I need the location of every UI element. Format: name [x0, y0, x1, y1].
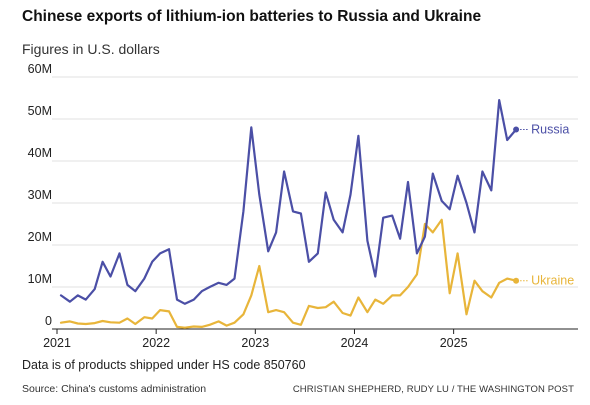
y-tick-label: 30M [28, 188, 52, 202]
ukraine-end-point [513, 277, 520, 284]
source-line: Source: China's customs administration [22, 383, 207, 395]
x-tick-label: 2021 [43, 336, 71, 350]
russia-end-point [513, 126, 520, 133]
y-tick-label: 0 [45, 314, 52, 328]
chart-title: Chinese exports of lithium-ion batteries… [22, 8, 482, 25]
y-tick-label: 50M [28, 104, 52, 118]
x-tick-label: 2024 [341, 336, 369, 350]
ukraine-series-label: Ukraine [531, 274, 574, 288]
russia-series-label: Russia [531, 123, 569, 137]
data-note: Data is of products shipped under HS cod… [22, 358, 306, 372]
russia-series-line [59, 98, 518, 305]
x-tick-label: 2023 [241, 336, 269, 350]
chart-subtitle: Figures in U.S. dollars [22, 41, 160, 57]
y-tick-label: 60M [28, 62, 52, 76]
y-tick-label: 40M [28, 146, 52, 160]
x-tick-label: 2022 [142, 336, 170, 350]
y-tick-label: 10M [28, 272, 52, 286]
y-tick-label: 20M [28, 230, 52, 244]
ukraine-series-line [59, 218, 518, 329]
credit-line: CHRISTIAN SHEPHERD, RUDY LU / THE WASHIN… [292, 384, 574, 395]
x-tick-label: 2025 [440, 336, 468, 350]
